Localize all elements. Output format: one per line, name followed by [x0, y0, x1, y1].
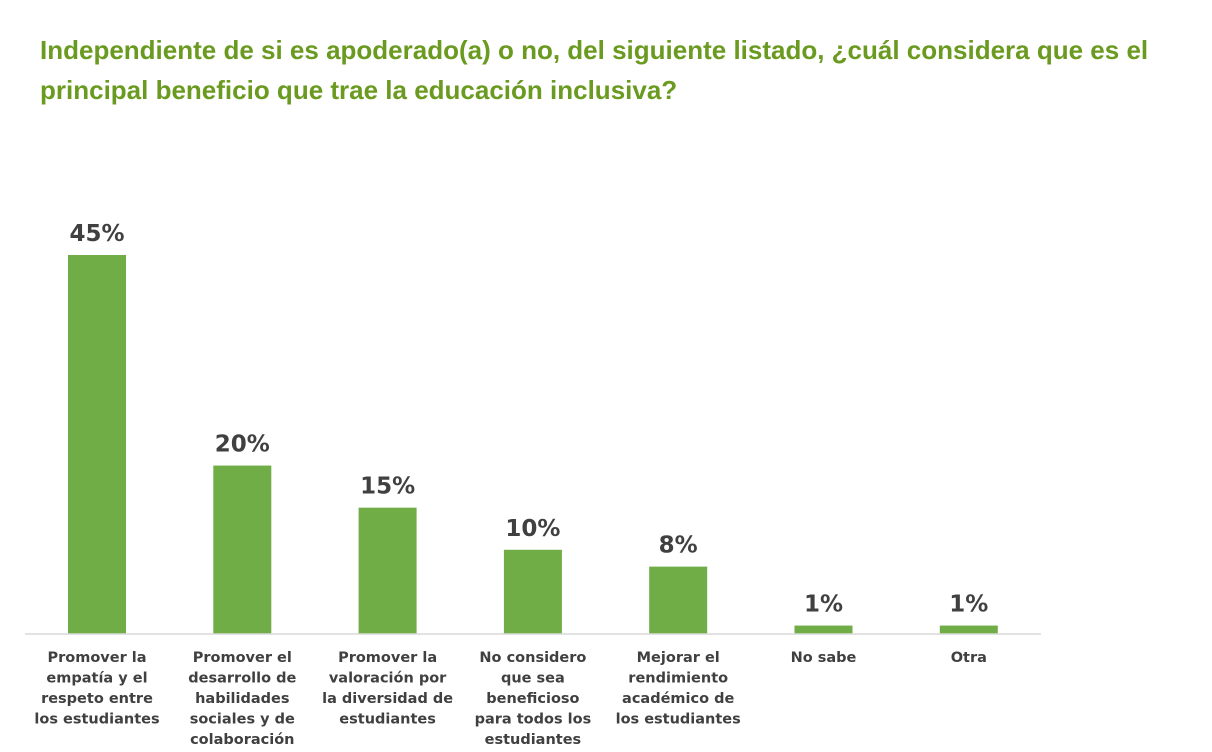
category-labels-group: Promover la empatía y el respeto entre los …: [34, 650, 986, 748]
value-label: 1%: [804, 592, 843, 618]
bar: [794, 625, 853, 634]
bar: [503, 549, 562, 634]
bars-group: [68, 255, 998, 634]
category-label: Promover la valoración por la diversidad d…: [322, 650, 453, 728]
bar: [649, 566, 708, 634]
category-label: No sabe: [791, 650, 857, 666]
chart-title: Independiente de si es apoderado(a) o no…: [40, 35, 1149, 105]
bar: [358, 507, 417, 634]
value-label: 10%: [505, 516, 560, 542]
category-label: No considero que sea beneficioso para todos…: [475, 650, 592, 748]
value-label: 20%: [215, 432, 270, 458]
value-label: 1%: [949, 592, 988, 618]
category-label: Promover la empatía y el respeto entre los …: [34, 650, 159, 728]
value-label: 8%: [659, 533, 698, 559]
value-labels-group: 45% 20% 15% 10% 8% 1% 1%: [69, 221, 988, 618]
bar: [939, 625, 998, 634]
value-label: 45%: [69, 221, 124, 247]
category-label: Otra: [951, 650, 987, 666]
category-label: Promover el desarrollo de habilidades socia…: [188, 650, 296, 748]
value-label: 15%: [360, 474, 415, 500]
bar: [213, 465, 272, 634]
bar: [68, 255, 126, 634]
category-label: Mejorar el rendimiento académico de los est…: [616, 650, 741, 728]
